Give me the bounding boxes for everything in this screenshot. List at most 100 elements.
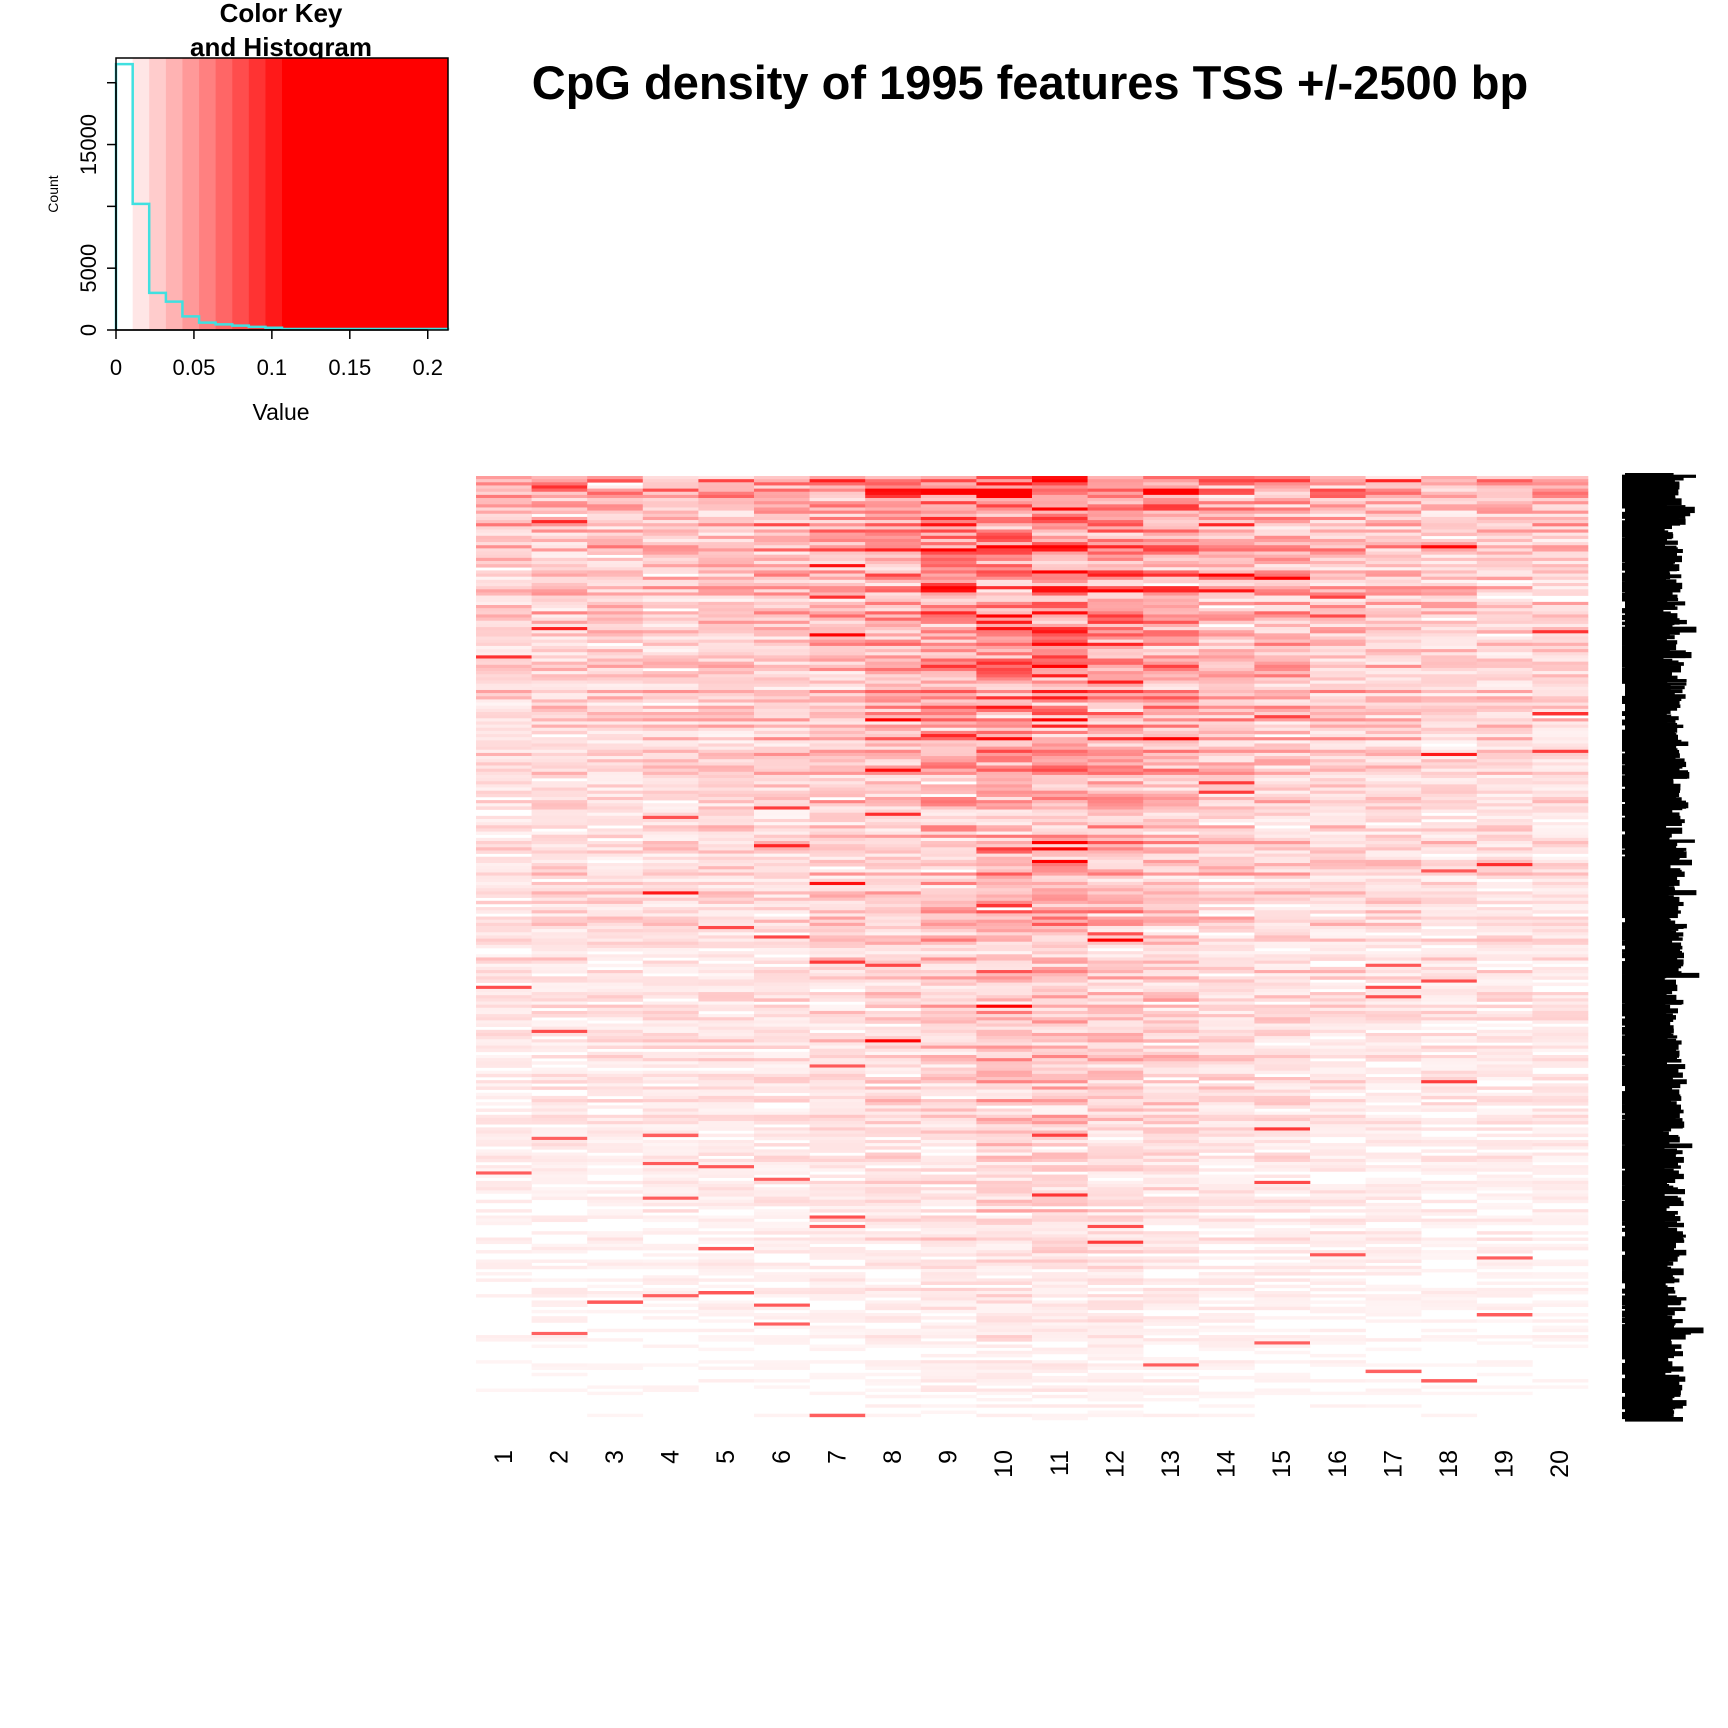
heatmap-cell [1032, 976, 1088, 980]
heatmap-cell [1310, 966, 1366, 971]
heatmap-cell [476, 630, 532, 634]
heatmap-cell [1032, 1007, 1088, 1012]
heatmap-cell [1365, 1253, 1422, 1257]
heatmap-cell [1310, 863, 1366, 867]
heatmap-cell [976, 781, 1033, 785]
heatmap-cell [1310, 699, 1366, 703]
heatmap-cell [1254, 812, 1311, 817]
heatmap-cell [1143, 875, 1200, 880]
heatmap-cell [531, 1133, 588, 1138]
heatmap-cell [1421, 1161, 1478, 1166]
heatmap-cell [1143, 778, 1200, 782]
heatmap-cell [587, 683, 644, 688]
heatmap-cell [642, 649, 699, 653]
heatmap-cell [976, 708, 1033, 713]
heatmap-cell [865, 1218, 922, 1223]
heatmap-cell [1365, 734, 1422, 738]
heatmap-cell [1476, 1139, 1533, 1144]
heatmap-cell [1421, 661, 1478, 666]
heatmap-cell [754, 1275, 810, 1279]
heatmap-cell [1310, 894, 1366, 898]
heatmap-cell [531, 800, 588, 804]
heatmap-cell [976, 784, 1033, 788]
heatmap-cell [809, 1193, 866, 1197]
heatmap-cell [809, 944, 866, 949]
heatmap-cell [754, 822, 810, 826]
heatmap-cell [809, 1124, 866, 1128]
heatmap-cell [1310, 803, 1366, 807]
heatmap-cell [865, 1250, 922, 1254]
heatmap-cell [865, 623, 922, 628]
heatmap-cell [698, 910, 755, 914]
heatmap-cell [865, 1199, 922, 1204]
heatmap-cell [698, 661, 755, 666]
heatmap-cell [1532, 645, 1589, 650]
heatmap-cell [1532, 538, 1589, 543]
heatmap-cell [920, 1243, 977, 1248]
heatmap-cell [476, 1010, 532, 1015]
heatmap-cell [1365, 1309, 1422, 1314]
heatmap-cell [1421, 988, 1478, 993]
heatmap-cell [976, 1246, 1033, 1251]
heatmap-cell [642, 476, 699, 480]
heatmap-cell [1087, 608, 1144, 612]
heatmap-cell [1198, 796, 1255, 801]
heatmap-cell [531, 743, 588, 747]
heatmap-cell [531, 601, 588, 606]
heatmap-cell [1365, 705, 1422, 710]
heatmap-cell [1365, 1256, 1422, 1260]
heatmap-cell [920, 721, 977, 725]
heatmap-cell [865, 822, 922, 826]
heatmap-cell [754, 689, 810, 694]
heatmap-cell [1032, 740, 1088, 744]
heatmap-cell [1087, 737, 1144, 741]
heatmap-cell [698, 837, 755, 842]
heatmap-cell [809, 976, 866, 980]
heatmap-cell [1310, 1064, 1366, 1068]
heatmap-cell [1198, 806, 1255, 810]
heatmap-cell [865, 759, 922, 763]
heatmap-cell [976, 1303, 1033, 1308]
heatmap-cell [1198, 778, 1255, 782]
heatmap-cell [1198, 639, 1255, 644]
heatmap-cell [698, 803, 755, 807]
heatmap-cell [587, 1146, 644, 1150]
heatmap-cell [920, 1322, 977, 1326]
heatmap-cell [1032, 869, 1088, 873]
heatmap-cell [1143, 976, 1200, 980]
heatmap-cell [1087, 1058, 1144, 1062]
heatmap-cell [809, 774, 866, 779]
heatmap-cell [476, 1155, 532, 1160]
heatmap-cell [642, 740, 699, 744]
heatmap-cell [531, 573, 588, 577]
heatmap-cell [1254, 1139, 1311, 1144]
heatmap-cell [1198, 1051, 1255, 1056]
heatmap-cell [1143, 1117, 1200, 1122]
heatmap-cell [865, 718, 922, 722]
heatmap-cell [754, 1306, 810, 1311]
heatmap-cell [1365, 1234, 1422, 1238]
heatmap-cell [642, 1168, 699, 1172]
heatmap-cell [1143, 529, 1200, 533]
heatmap-cell [1087, 1089, 1144, 1094]
heatmap-cell [531, 1014, 588, 1018]
heatmap-cell [698, 1196, 755, 1201]
heatmap-cell [1198, 655, 1255, 659]
heatmap-cell [1310, 589, 1366, 593]
heatmap-cell [642, 1124, 699, 1128]
heatmap-cell [1310, 1328, 1366, 1333]
heatmap-cell [865, 712, 922, 716]
heatmap-cell [1198, 1139, 1255, 1144]
heatmap-cell [1421, 749, 1478, 754]
heatmap-cell [754, 507, 810, 511]
heatmap-cell [1087, 963, 1144, 968]
heatmap-cell [1198, 718, 1255, 722]
heatmap-cell [531, 507, 588, 511]
heatmap-cell [809, 1039, 866, 1043]
heatmap-cell [1532, 491, 1589, 496]
heatmap-cell [476, 1221, 532, 1226]
heatmap-cell [531, 551, 588, 555]
heatmap-cell [642, 1007, 699, 1012]
heatmap-cell [976, 872, 1033, 876]
heatmap-cell [920, 1250, 977, 1254]
